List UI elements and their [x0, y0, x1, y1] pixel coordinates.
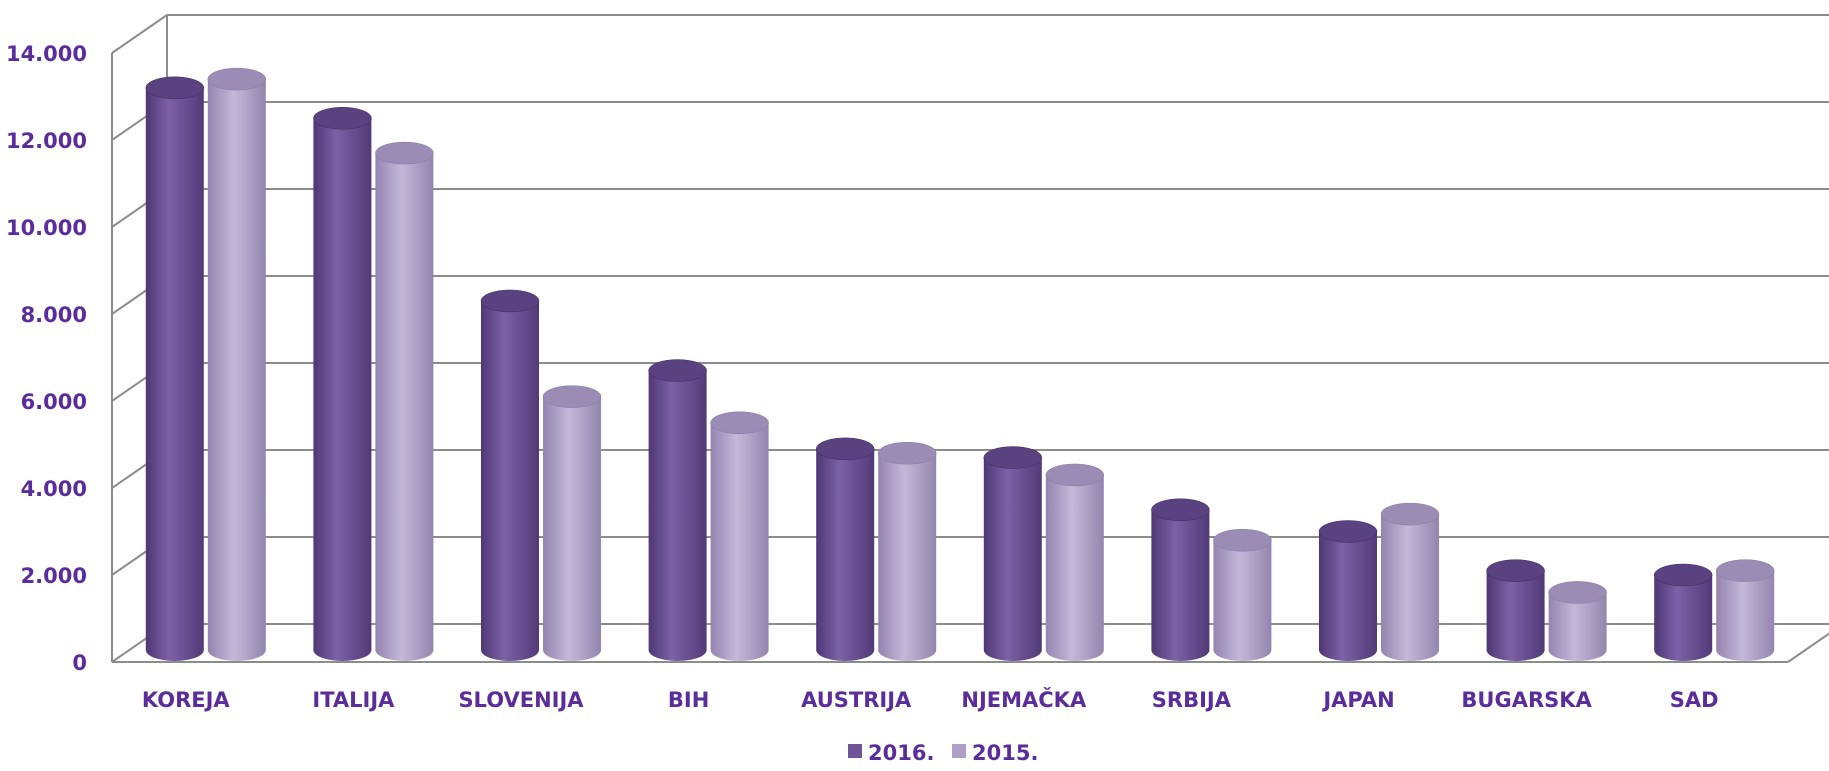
- bar-2016: [1486, 570, 1545, 661]
- bar-top: [1213, 528, 1272, 552]
- bar-top: [1486, 559, 1545, 582]
- x-tick-label: JAPAN: [1321, 688, 1394, 712]
- bar-top: [1653, 563, 1713, 587]
- bar-group: [815, 437, 937, 661]
- bar-2015: [878, 453, 937, 661]
- bar-2015: [1716, 570, 1775, 661]
- bar-group: [145, 67, 267, 662]
- bar-top: [1045, 463, 1105, 487]
- x-tick-label: BUGARSKA: [1461, 688, 1592, 712]
- legend-label: 2015.: [972, 741, 1038, 765]
- legend-swatch: [848, 744, 862, 758]
- bar-2016: [313, 118, 372, 661]
- bar-top: [145, 76, 205, 100]
- x-tick-label: ITALIJA: [312, 688, 395, 712]
- floor-right-edge: [1787, 632, 1829, 663]
- bar-group: [648, 359, 769, 661]
- y-tick-label: 8.000: [21, 303, 87, 327]
- y-tick-label: 12.000: [6, 129, 87, 153]
- x-axis: KOREJA ITALIJA SLOVENIJA BIH AUSTRIJA NJEMAČK…: [142, 687, 1719, 712]
- y-tick-label: 14.000: [6, 42, 87, 66]
- bar-2015: [710, 422, 769, 661]
- bar-2016: [481, 300, 539, 661]
- bar-2015: [375, 153, 434, 662]
- legend-swatch: [952, 744, 966, 758]
- bar-2015: [1045, 474, 1104, 661]
- x-tick-label: AUSTRIJA: [801, 688, 912, 712]
- bar-top: [815, 437, 875, 461]
- bar-2016: [983, 457, 1042, 661]
- bar-top: [983, 446, 1043, 469]
- x-tick-label: KOREJA: [142, 688, 231, 712]
- gridline-slant: [111, 14, 168, 54]
- bar-2015: [1213, 540, 1272, 661]
- bar-group: [1151, 498, 1272, 661]
- bar-group: [1318, 502, 1440, 661]
- bar-top: [877, 441, 937, 465]
- bar-2016: [145, 87, 204, 662]
- bar-2016: [648, 370, 707, 661]
- x-tick-label: SRBIJA: [1152, 688, 1232, 712]
- x-tick-label: SAD: [1670, 688, 1719, 712]
- y-tick-label: 4.000: [21, 477, 87, 501]
- bar-2015: [207, 79, 266, 661]
- bar-group: [480, 289, 602, 661]
- bar-top: [207, 67, 267, 91]
- bar-2015: [1548, 592, 1607, 661]
- bar-2016: [816, 448, 875, 661]
- y-tick-label: 0: [72, 651, 87, 675]
- bar-top: [648, 359, 707, 382]
- x-tick-label: SLOVENIJA: [458, 688, 584, 712]
- bar-top: [1548, 581, 1607, 604]
- legend-label: 2016.: [868, 741, 934, 765]
- bar-group: [1653, 559, 1775, 661]
- x-tick-label: NJEMAČKA: [961, 687, 1087, 712]
- bar-2015: [1381, 514, 1439, 661]
- bar-top: [542, 385, 602, 408]
- bar-group: [313, 107, 434, 662]
- bar-top: [375, 141, 434, 165]
- bar-top: [1318, 520, 1378, 543]
- y-axis: 0 2.000 4.000 6.000 8.000 10.000 12.000 14.000: [6, 42, 87, 675]
- bar-top: [480, 289, 540, 313]
- bar-top: [1380, 502, 1440, 526]
- bar-top: [313, 107, 372, 130]
- bar-group: [1486, 559, 1607, 661]
- bar-2015: [543, 396, 601, 661]
- bar-group: [983, 446, 1105, 661]
- x-tick-label: BIH: [668, 688, 709, 712]
- y-tick-label: 6.000: [21, 390, 87, 414]
- bar-top: [1151, 498, 1210, 521]
- legend: 2016. 2015.: [848, 741, 1038, 765]
- y-tick-label: 2.000: [21, 564, 87, 588]
- bar-top: [1715, 559, 1775, 582]
- bar-2016: [1654, 575, 1713, 661]
- bar-top: [710, 411, 769, 434]
- bars: [145, 67, 1775, 662]
- bar-2016: [1319, 531, 1377, 661]
- y-tick-label: 10.000: [6, 216, 87, 240]
- bar-2016: [1151, 509, 1210, 661]
